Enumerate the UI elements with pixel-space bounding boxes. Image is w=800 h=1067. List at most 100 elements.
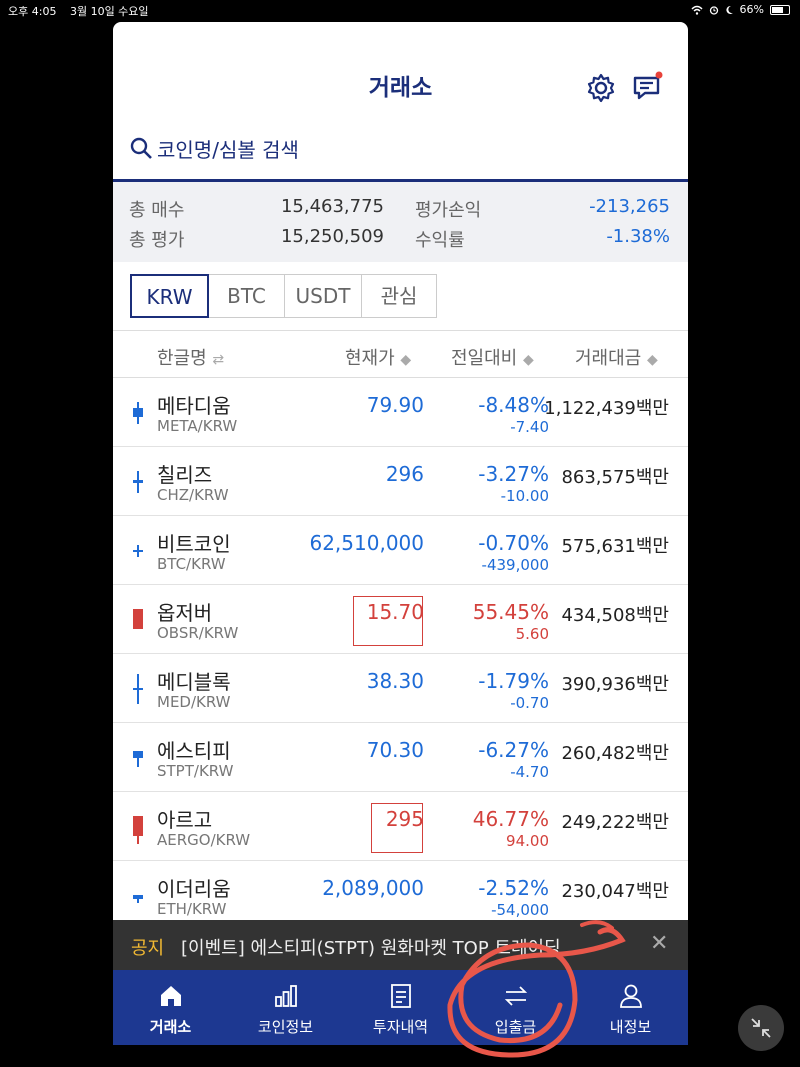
coin-name: 칠리즈 bbox=[157, 463, 213, 487]
coin-change-percent: -0.70% bbox=[478, 531, 549, 555]
coin-row[interactable]: 칠리즈 CHZ/KRW 296 -3.27% -10.00 863,575백만 bbox=[113, 447, 688, 516]
home-icon bbox=[161, 986, 181, 1006]
column-volume-label: 거래대금 bbox=[575, 348, 642, 369]
coin-change-percent: 55.45% bbox=[472, 600, 549, 624]
nav-investments[interactable]: 투자내역 bbox=[343, 970, 458, 1045]
swap-sort-icon: ⇄ bbox=[212, 352, 225, 368]
coin-change-percent: -8.48% bbox=[478, 393, 549, 417]
market-tabs: KRW BTC USDT 관심 bbox=[113, 262, 688, 330]
coin-row[interactable]: 메디블록 MED/KRW 38.30 -1.79% -0.70 390,936백… bbox=[113, 654, 688, 723]
gear-icon[interactable] bbox=[585, 72, 617, 104]
column-name[interactable]: 한글명 ⇄ bbox=[157, 344, 224, 370]
candle-icon bbox=[133, 471, 143, 493]
shrink-button[interactable] bbox=[738, 1005, 784, 1051]
coin-change-amount: -439,000 bbox=[481, 556, 549, 574]
chat-notification-icon[interactable] bbox=[631, 70, 665, 104]
coin-price: 296 bbox=[385, 462, 424, 486]
search-input[interactable]: 코인명/심볼 검색 bbox=[157, 138, 299, 162]
coin-name: 이더리움 bbox=[157, 877, 231, 901]
coin-price: 79.90 bbox=[366, 393, 424, 417]
coin-symbol: BTC/KRW bbox=[157, 555, 226, 573]
candle-icon bbox=[133, 674, 143, 704]
coin-change-amount: -54,000 bbox=[491, 901, 549, 919]
alarm-icon bbox=[709, 5, 718, 15]
coin-volume: 260,482백만 bbox=[561, 743, 669, 764]
moon-icon bbox=[725, 5, 733, 14]
nav-coin-info[interactable]: 코인정보 bbox=[228, 970, 343, 1045]
tab-btc[interactable]: BTC bbox=[208, 274, 285, 318]
collapse-arrows-icon bbox=[751, 1018, 771, 1038]
portfolio-summary: 총 매수 15,463,775 총 평가 15,250,509 평가손익 -21… bbox=[113, 182, 688, 262]
coin-volume: 1,122,439백만 bbox=[544, 398, 669, 419]
sort-icon: ◆ bbox=[400, 352, 412, 368]
coin-symbol: META/KRW bbox=[157, 417, 238, 435]
coin-change-percent: 46.77% bbox=[472, 807, 549, 831]
candle-icon bbox=[133, 609, 143, 631]
coin-name: 아르고 bbox=[157, 808, 213, 832]
nav-label: 코인정보 bbox=[257, 1018, 314, 1036]
coin-price: 15.70 bbox=[366, 600, 424, 624]
candle-icon bbox=[133, 747, 143, 769]
nav-label: 거래소 bbox=[149, 1018, 192, 1036]
battery-percent: 66% bbox=[739, 3, 764, 16]
tab-favorites[interactable]: 관심 bbox=[361, 274, 437, 318]
coin-volume: 230,047백만 bbox=[561, 881, 669, 902]
column-volume[interactable]: 거래대금 ◆ bbox=[575, 344, 658, 370]
search-icon bbox=[130, 137, 152, 159]
nav-deposit-withdraw[interactable]: 입출금 bbox=[458, 970, 573, 1045]
notice-tag: 공지 bbox=[131, 938, 165, 959]
column-price-label: 현재가 bbox=[345, 348, 395, 369]
coin-volume: 434,508백만 bbox=[561, 605, 669, 626]
column-price[interactable]: 현재가 ◆ bbox=[345, 344, 411, 370]
coin-change-amount: -0.70 bbox=[510, 694, 549, 712]
coin-symbol: ETH/KRW bbox=[157, 900, 227, 918]
coin-row[interactable]: 비트코인 BTC/KRW 62,510,000 -0.70% -439,000 … bbox=[113, 516, 688, 585]
notice-text[interactable]: [이벤트] 에스티피(STPT) 원화마켓 TOP 트레이딩… bbox=[181, 938, 579, 959]
coin-volume: 575,631백만 bbox=[561, 536, 669, 557]
status-date: 3월 10일 수요일 bbox=[69, 5, 149, 18]
pnl-value: -213,265 bbox=[589, 196, 670, 217]
total-buy-value: 15,463,775 bbox=[280, 196, 384, 217]
bar-chart-icon bbox=[275, 985, 297, 1007]
tab-usdt[interactable]: USDT bbox=[284, 274, 362, 318]
coin-row[interactable]: 이더리움 ETH/KRW 2,089,000 -2.52% -54,000 23… bbox=[113, 861, 688, 930]
coin-row[interactable]: 옵저버 OBSR/KRW 15.70 55.45% 5.60 434,508백만 bbox=[113, 585, 688, 654]
coin-search-bar[interactable]: 코인명/심볼 검색 bbox=[113, 114, 688, 182]
coin-name: 에스티피 bbox=[157, 739, 231, 763]
coin-row[interactable]: 메타디움 META/KRW 79.90 -8.48% -7.40 1,122,4… bbox=[113, 378, 688, 447]
coin-change-amount: -7.40 bbox=[510, 418, 549, 436]
total-eval-label: 총 평가 bbox=[129, 230, 185, 251]
coin-name: 비트코인 bbox=[157, 532, 231, 556]
coin-change-amount: 5.60 bbox=[515, 625, 549, 643]
nav-exchange[interactable]: 거래소 bbox=[113, 970, 228, 1045]
column-name-label: 한글명 bbox=[157, 348, 207, 369]
coin-change-percent: -1.79% bbox=[478, 669, 549, 693]
coin-price: 295 bbox=[385, 807, 424, 831]
coin-symbol: MED/KRW bbox=[157, 693, 231, 711]
transfer-arrows-icon bbox=[504, 986, 528, 1006]
notice-banner[interactable]: 공지 [이벤트] 에스티피(STPT) 원화마켓 TOP 트레이딩… ✕ bbox=[113, 920, 688, 970]
nav-label: 내정보 bbox=[609, 1018, 652, 1036]
tab-krw[interactable]: KRW bbox=[130, 274, 209, 318]
column-change[interactable]: 전일대비 ◆ bbox=[451, 344, 534, 370]
exchange-app: 거래소 코인명/심볼 검색 총 매수 15,463,775 총 평가 15,25… bbox=[113, 22, 688, 1045]
coin-table-header: 한글명 ⇄ 현재가 ◆ 전일대비 ◆ 거래대금 ◆ bbox=[113, 330, 688, 378]
coin-row[interactable]: 아르고 AERGO/KRW 295 46.77% 94.00 249,222백만 bbox=[113, 792, 688, 861]
price-flash-box bbox=[371, 803, 423, 853]
candle-icon bbox=[133, 402, 143, 424]
coin-symbol: STPT/KRW bbox=[157, 762, 234, 780]
battery-icon bbox=[770, 4, 790, 15]
coin-symbol: AERGO/KRW bbox=[157, 831, 251, 849]
total-buy-label: 총 매수 bbox=[129, 200, 185, 221]
coin-change-percent: -2.52% bbox=[478, 876, 549, 900]
coin-symbol: CHZ/KRW bbox=[157, 486, 229, 504]
sort-icon: ◆ bbox=[522, 352, 534, 368]
coin-row[interactable]: 에스티피 STPT/KRW 70.30 -6.27% -4.70 260,482… bbox=[113, 723, 688, 792]
total-eval-value: 15,250,509 bbox=[280, 226, 384, 247]
candle-icon bbox=[133, 816, 143, 844]
coin-volume: 249,222백만 bbox=[561, 812, 669, 833]
coin-price: 38.30 bbox=[366, 669, 424, 693]
close-icon[interactable]: ✕ bbox=[650, 931, 669, 956]
bottom-nav: 거래소 코인정보 투자내역 입출금 내정보 bbox=[113, 970, 688, 1045]
nav-my-info[interactable]: 내정보 bbox=[573, 970, 688, 1045]
